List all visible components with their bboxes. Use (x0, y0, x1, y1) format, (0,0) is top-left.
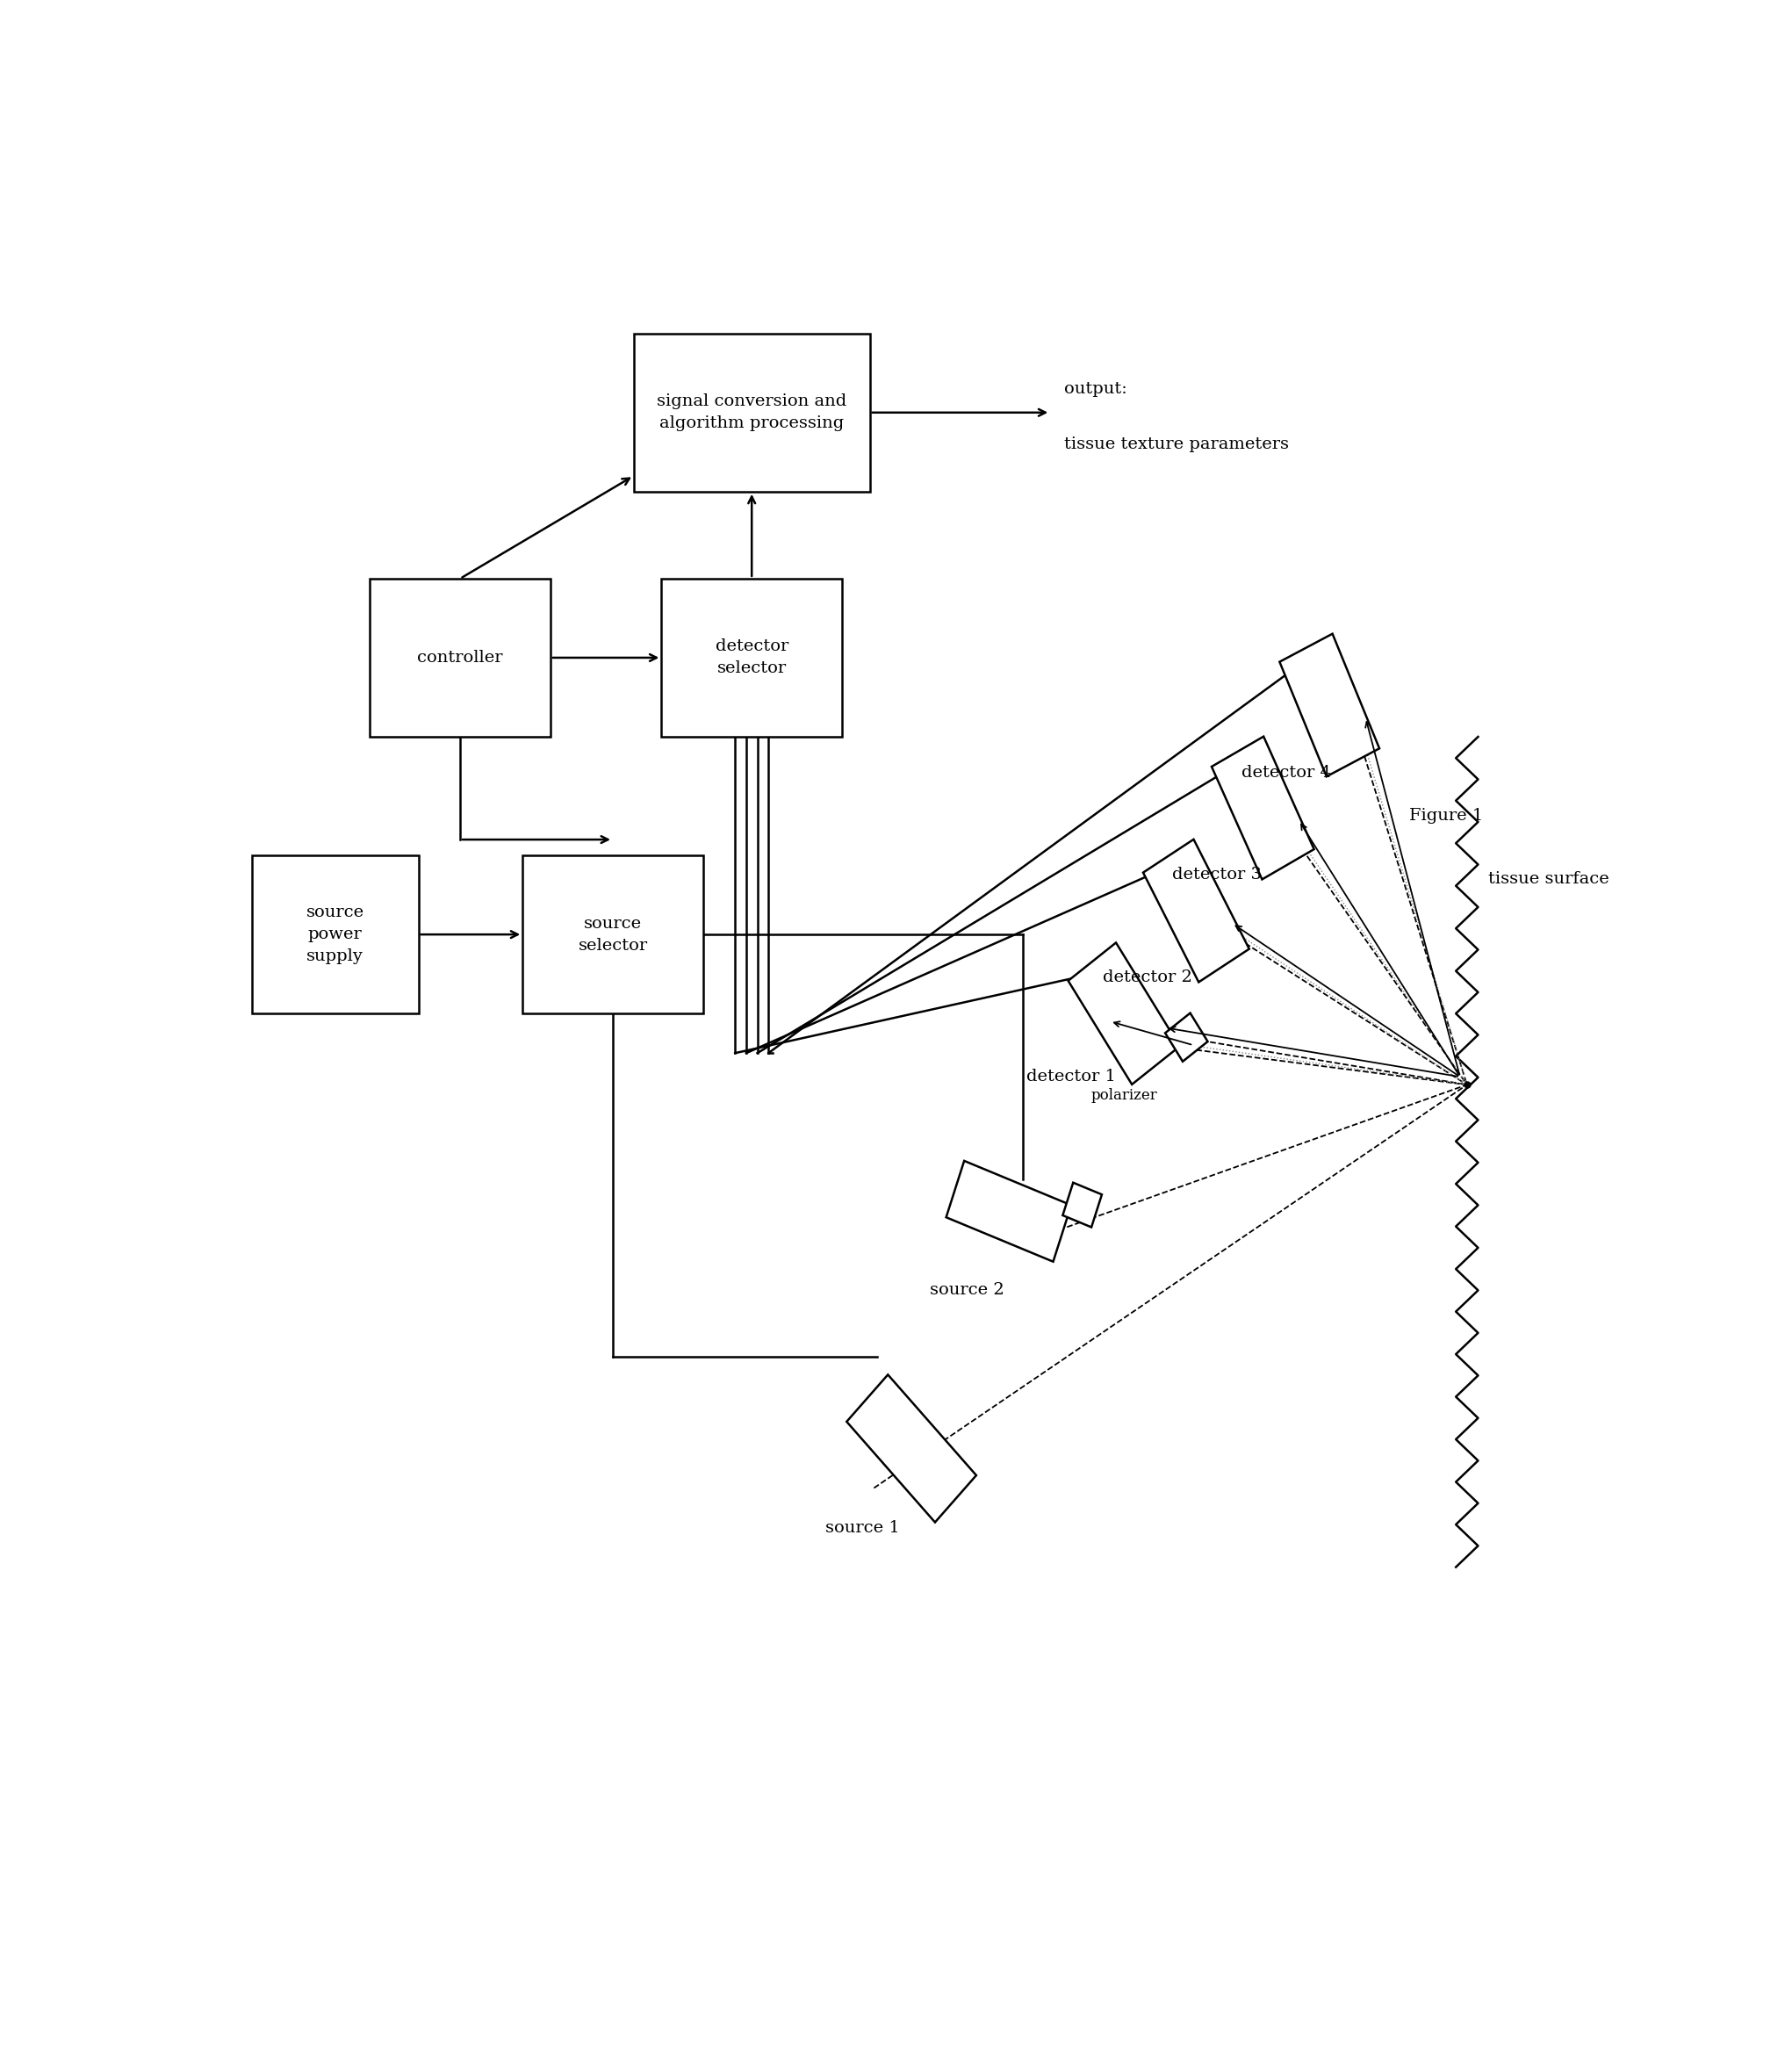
Text: detector 4: detector 4 (1242, 766, 1331, 781)
Polygon shape (1211, 737, 1314, 879)
Bar (369, 579, 550, 737)
Text: source
selector: source selector (579, 916, 647, 953)
Polygon shape (1068, 943, 1179, 1085)
Bar (251, 854, 418, 1013)
Text: detector 3: detector 3 (1172, 867, 1262, 883)
Text: tissue surface: tissue surface (1487, 871, 1609, 887)
Text: detector 1: detector 1 (1027, 1068, 1116, 1085)
Bar (523, 854, 702, 1013)
Text: Figure 1: Figure 1 (1409, 807, 1484, 824)
Polygon shape (1165, 1013, 1208, 1062)
Text: detector
selector: detector selector (715, 639, 788, 676)
Text: source 2: source 2 (930, 1282, 1004, 1298)
Text: detector 2: detector 2 (1102, 969, 1192, 986)
Text: output:: output: (1064, 380, 1127, 396)
Polygon shape (1143, 840, 1249, 982)
Bar (634, 333, 869, 491)
Text: polarizer: polarizer (1091, 1089, 1158, 1103)
Text: source
power
supply: source power supply (306, 904, 364, 963)
Polygon shape (946, 1161, 1072, 1261)
Text: tissue texture parameters: tissue texture parameters (1064, 435, 1288, 452)
Text: signal conversion and
algorithm processing: signal conversion and algorithm processi… (658, 394, 846, 431)
Polygon shape (1279, 635, 1380, 776)
Bar (661, 579, 842, 737)
Polygon shape (1063, 1183, 1102, 1226)
Text: controller: controller (418, 649, 504, 665)
Polygon shape (846, 1374, 977, 1522)
Text: source 1: source 1 (826, 1520, 900, 1536)
